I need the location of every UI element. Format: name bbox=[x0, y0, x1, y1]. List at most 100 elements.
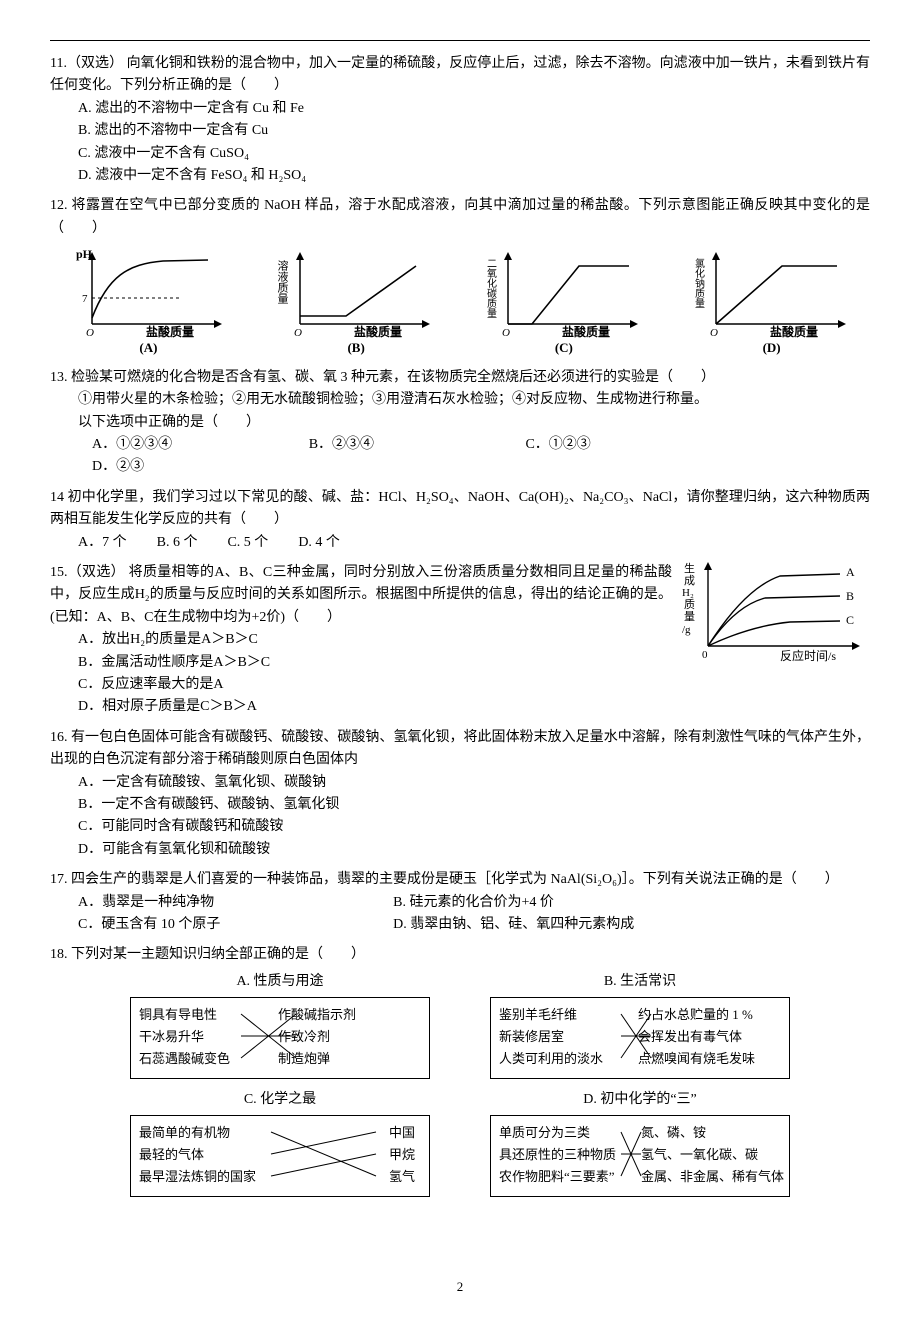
q11-text: 向氧化铜和铁粉的混合物中，加入一定量的稀硫酸，反应停止后，过滤，除去不溶物。向滤… bbox=[50, 56, 870, 93]
boxD-r0: 氮、磷、铵 bbox=[641, 1122, 781, 1144]
q17-num: 17. bbox=[50, 872, 68, 887]
q17-opt-c: C．硬玉含有 10 个原子 bbox=[78, 914, 363, 936]
svg-text:O: O bbox=[710, 327, 718, 338]
q17-opt-a: A．翡翠是一种纯净物 bbox=[78, 892, 363, 914]
q11-num: 11.（双选） bbox=[50, 56, 123, 71]
svg-text:盐酸质量: 盐酸质量 bbox=[770, 324, 818, 338]
q14-num: 14 bbox=[50, 490, 64, 505]
q12-stem: 12. 将露置在空气中已部分变质的 NaOH 样品，溶于水配成溶液，向其中滴加过… bbox=[50, 195, 870, 240]
q18-box-b: B. 生活常识 鉴别羊毛纤维 新装修居室 人类可利用的淡水 约占水总贮量的 1 … bbox=[490, 971, 790, 1079]
question-16: 16. 有一包白色固体可能含有碳酸钙、硫酸铵、碳酸钠、氢氧化钡，将此固体粉末放入… bbox=[50, 727, 870, 861]
svg-text:盐酸质量: 盐酸质量 bbox=[354, 324, 402, 338]
q18-box-d: D. 初中化学的“三” 单质可分为三类 具还原性的三种物质 农作物肥料“三要素”… bbox=[490, 1089, 790, 1197]
page-number: 2 bbox=[50, 1277, 870, 1298]
q15-num: 15.（双选） bbox=[50, 565, 125, 580]
q13-opt-a: A．①②③④ bbox=[92, 434, 279, 456]
q18-title-d: D. 初中化学的“三” bbox=[490, 1089, 790, 1111]
boxB-r2: 点燃嗅闻有烧毛发味 bbox=[638, 1048, 781, 1070]
boxD-r2: 金属、非金属、稀有气体 bbox=[641, 1166, 781, 1188]
boxA-r0: 作酸碱指示剂 bbox=[278, 1004, 421, 1026]
q13-opt-c: C．①②③ bbox=[525, 434, 712, 456]
q16-text: 有一包白色固体可能含有碳酸钙、硫酸铵、碳酸钠、氢氧化钡，将此固体粉末放入足量水中… bbox=[50, 730, 870, 767]
svg-text:二氧化碳质量: 二氧化碳质量 bbox=[484, 258, 496, 318]
q18-box-c: C. 化学之最 最简单的有机物 最轻的气体 最早湿法炼铜的国家 中国 甲烷 氢气 bbox=[130, 1089, 430, 1197]
boxA-r1: 作致冷剂 bbox=[278, 1026, 421, 1048]
boxC-l1: 最轻的气体 bbox=[139, 1144, 282, 1166]
q17-opt-b: B. 硅元素的化合价为+4 价 bbox=[393, 892, 554, 914]
q14-opt-a: A．7 个 bbox=[78, 532, 127, 554]
q16-opt-d: D．可能含有氢氧化钡和硫酸铵 bbox=[78, 839, 458, 861]
q18-title-c: C. 化学之最 bbox=[130, 1089, 430, 1111]
svg-text:/g: /g bbox=[682, 624, 691, 636]
svg-text:B: B bbox=[846, 589, 854, 603]
svg-text:溶液质量: 溶液质量 bbox=[276, 259, 289, 304]
q17-text: 四会生产的翡翠是人们喜爱的一种装饰品，翡翠的主要成份是硬玉［化学式为 NaAl(… bbox=[71, 872, 839, 887]
q12-num: 12. bbox=[50, 198, 68, 213]
boxD-l1: 具还原性的三种物质 bbox=[499, 1144, 642, 1166]
q18-title-b: B. 生活常识 bbox=[490, 971, 790, 993]
boxA-l1: 干冰易升华 bbox=[139, 1026, 282, 1048]
q14-text: 初中化学里，我们学习过以下常见的酸、碱、盐：HCl、H₂SO₄、NaOH、Ca(… bbox=[50, 490, 870, 527]
q15-text: 将质量相等的A、B、C三种金属，同时分别放入三份溶质质量分数相同且足量的稀盐酸中… bbox=[50, 565, 672, 625]
q16-num: 16. bbox=[50, 730, 68, 745]
q13-text3: 以下选项中正确的是（ ） bbox=[50, 412, 870, 434]
boxA-l2: 石蕊遇酸碱变色 bbox=[139, 1048, 282, 1070]
svg-text:质: 质 bbox=[684, 598, 695, 611]
q13-text: 检验某可燃烧的化合物是否含有氢、碳、氧 3 种元素，在该物质完全燃烧后还必须进行… bbox=[71, 370, 715, 385]
boxC-l2: 最早湿法炼铜的国家 bbox=[139, 1166, 282, 1188]
q18-num: 18. bbox=[50, 947, 68, 962]
q16-opt-a: A．一定含有硫酸铵、氢氧化钡、碳酸钠 bbox=[78, 772, 458, 794]
boxC-r2: 氢气 bbox=[272, 1166, 415, 1188]
svg-text:量: 量 bbox=[684, 610, 695, 623]
boxD-l0: 单质可分为三类 bbox=[499, 1122, 642, 1144]
q12-text: 将露置在空气中已部分变质的 NaOH 样品，溶于水配成溶液，向其中滴加过量的稀盐… bbox=[50, 198, 870, 235]
q14-opt-c: C. 5 个 bbox=[227, 532, 268, 554]
boxB-r1: 会挥发出有毒气体 bbox=[638, 1026, 781, 1048]
boxD-l2: 农作物肥料“三要素” bbox=[499, 1166, 642, 1188]
question-11: 11.（双选） 向氧化铜和铁粉的混合物中，加入一定量的稀硫酸，反应停止后，过滤，… bbox=[50, 53, 870, 187]
q13-text2: ①用带火星的木条检验；②用无水硫酸铜检验；③用澄清石灰水检验；④对反应物、生成物… bbox=[50, 389, 870, 411]
boxC-r1: 甲烷 bbox=[272, 1144, 415, 1166]
question-13: 13. 检验某可燃烧的化合物是否含有氢、碳、氧 3 种元素，在该物质完全燃烧后还… bbox=[50, 367, 870, 479]
question-18: 18. 下列对某一主题知识归纳全部正确的是（ ） A. 性质与用途 铜具有导电性… bbox=[50, 944, 870, 1197]
q18-box-a: A. 性质与用途 铜具有导电性 干冰易升华 石蕊遇酸碱变色 作酸碱指示剂 作致冷… bbox=[130, 971, 430, 1079]
q15-graph: 生 成 H₂ 质 量 /g 0 反应时间/s A B C bbox=[680, 558, 870, 676]
svg-text:H₂: H₂ bbox=[682, 587, 694, 599]
q12-label-c: (C) bbox=[465, 338, 662, 359]
boxB-r0: 约占水总贮量的 1 % bbox=[638, 1004, 781, 1026]
svg-text:C: C bbox=[846, 613, 854, 627]
question-14: 14 初中化学里，我们学习过以下常见的酸、碱、盐：HCl、H₂SO₄、NaOH、… bbox=[50, 487, 870, 554]
svg-text:O: O bbox=[294, 327, 302, 338]
q12-chart-b: 溶液质量 O 盐酸质量 (B) bbox=[258, 246, 455, 359]
q17-opt-d: D. 翡翠由钠、铝、硅、氧四种元素构成 bbox=[393, 914, 634, 936]
q12-chart-a: pH 7 O 盐酸质量 (A) bbox=[50, 246, 247, 359]
q12-label-b: (B) bbox=[258, 338, 455, 359]
svg-text:氯化钠质量: 氯化钠质量 bbox=[692, 257, 704, 308]
top-rule bbox=[50, 40, 870, 41]
q13-opt-b: B．②③④ bbox=[309, 434, 496, 456]
svg-text:0: 0 bbox=[702, 649, 708, 661]
svg-text:盐酸质量: 盐酸质量 bbox=[146, 324, 194, 338]
q11-opt-b: B. 滤出的不溶物中一定含有 Cu bbox=[78, 120, 458, 142]
q12-label-d: (D) bbox=[673, 338, 870, 359]
svg-text:盐酸质量: 盐酸质量 bbox=[562, 324, 610, 338]
q16-opt-c: C．可能同时含有碳酸钙和硫酸铵 bbox=[78, 816, 458, 838]
q18-text: 下列对某一主题知识归纳全部正确的是（ ） bbox=[71, 947, 365, 962]
boxB-l1: 新装修居室 bbox=[499, 1026, 642, 1048]
svg-text:反应时间/s: 反应时间/s bbox=[780, 648, 836, 663]
q12-chart-d: 氯化钠质量 O 盐酸质量 (D) bbox=[673, 246, 870, 359]
q12-charts: pH 7 O 盐酸质量 (A) 溶液质量 O bbox=[50, 246, 870, 359]
q14-opt-b: B. 6 个 bbox=[157, 532, 198, 554]
svg-text:成: 成 bbox=[684, 574, 695, 587]
q11-opt-a: A. 滤出的不溶物中一定含有 Cu 和 Fe bbox=[78, 98, 458, 120]
q15-opt-d: D．相对原子质量是C＞B＞A bbox=[50, 696, 870, 718]
svg-text:7: 7 bbox=[82, 293, 88, 305]
q11-opt-d: D. 滤液中一定不含有 FeSO₄ 和 H₂SO₄ bbox=[78, 165, 458, 187]
q12-label-a: (A) bbox=[50, 338, 247, 359]
q13-opt-d: D．②③ bbox=[92, 456, 279, 478]
svg-text:A: A bbox=[846, 565, 855, 579]
svg-text:O: O bbox=[502, 327, 510, 338]
q14-opt-d: D. 4 个 bbox=[298, 532, 340, 554]
q16-opt-b: B．一定不含有碳酸钙、碳酸钠、氢氧化钡 bbox=[78, 794, 458, 816]
boxB-l2: 人类可利用的淡水 bbox=[499, 1048, 642, 1070]
